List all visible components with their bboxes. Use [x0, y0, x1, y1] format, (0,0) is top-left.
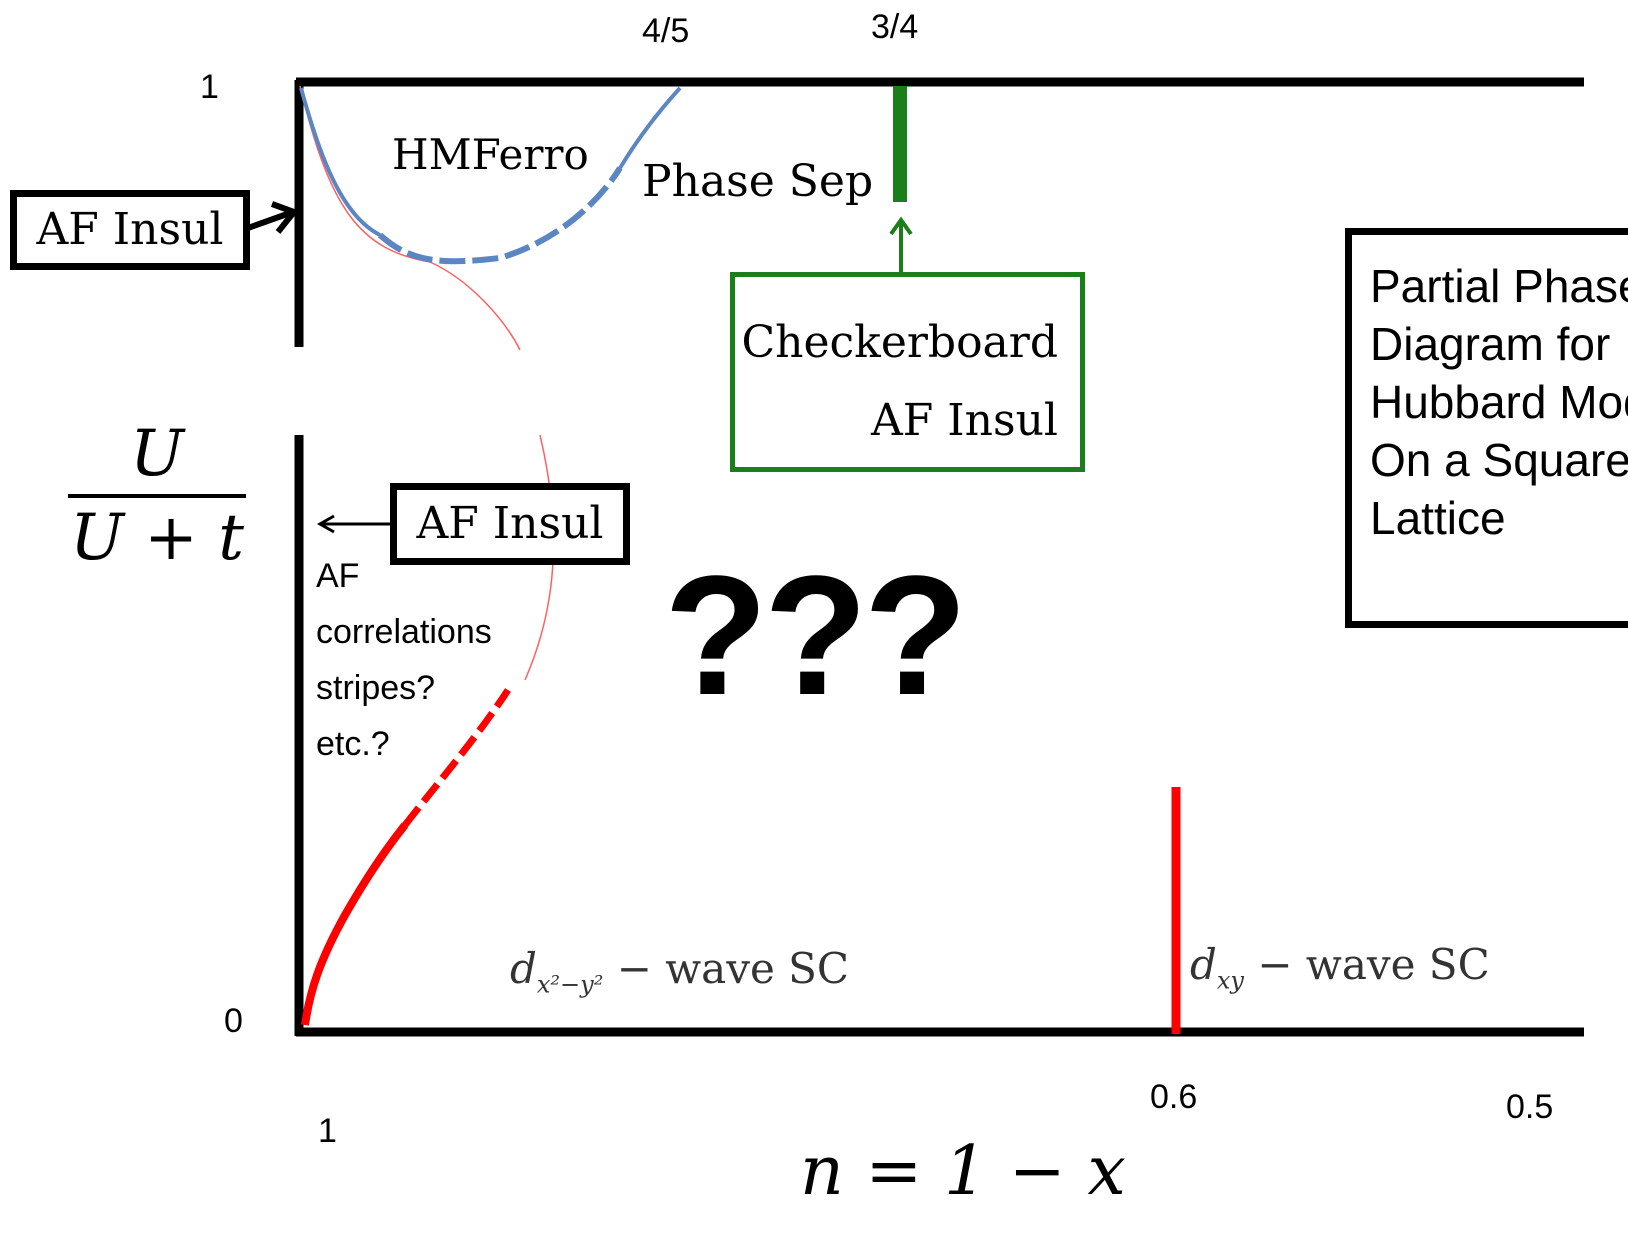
ferro-boundary-dashed [377, 166, 623, 265]
y-axis-fraction-bar [68, 494, 246, 498]
af-corr-line-1: AF [316, 557, 360, 595]
arrow-mid-head [316, 514, 335, 534]
thin-red-boundary-upper [299, 85, 521, 351]
dx2y2-rest: − wave SC [603, 944, 850, 993]
af-corr-line-4: etc.? [316, 725, 390, 763]
phase-sep-label: Phase Sep [642, 156, 874, 207]
checkerboard-line2: AF Insul [871, 395, 1058, 446]
dx2y2-sc-label: dx²−y² − wave SC [510, 944, 849, 998]
af-correlations-note: AF correlations stripes? etc.? [316, 548, 492, 772]
title-line-3: Hubbard Model [1370, 376, 1628, 428]
tick-four-fifths: 4/5 [642, 12, 690, 50]
title-line-1: Partial Phase [1370, 260, 1628, 312]
af-insul-left-label: AF Insul [36, 204, 224, 255]
arrow-left-shaft [246, 210, 292, 231]
y-axis-numerator: U [130, 417, 184, 491]
ferro-boundary-solid [299, 87, 381, 237]
title-line-2: Diagram for [1370, 318, 1611, 370]
tick-x-half: 0.5 [1506, 1088, 1554, 1126]
y-axis-label: U U + t [62, 422, 252, 570]
dxy-rest: − wave SC [1243, 940, 1490, 989]
checkerboard-line1: Checkerboard [741, 317, 1058, 368]
dx2y2-d: d [510, 944, 537, 993]
sc-boundary-solid [301, 822, 409, 1026]
arrow-checker-head [889, 216, 913, 236]
af-corr-line-2: correlations [316, 613, 492, 651]
tick-three-quarters: 3/4 [871, 8, 919, 46]
y-axis-denominator: U + t [70, 501, 244, 575]
checkerboard-box: Checkerboard AF Insul [730, 272, 1085, 472]
af-insul-mid-box: AF Insul [390, 483, 630, 565]
dx2y2-sub: x²−y² [536, 970, 604, 999]
dxy-d: d [1190, 940, 1217, 989]
unknown-label: ??? [664, 541, 968, 731]
tick-y-one: 1 [200, 68, 219, 106]
x-axis-label: n = 1 − x [800, 1132, 1126, 1211]
af-corr-line-3: stripes? [316, 669, 436, 707]
sc-boundary-dashed [402, 688, 511, 828]
tick-x-one: 1 [318, 1112, 337, 1150]
title-box: Partial Phase Diagram for Hubbard Model … [1345, 228, 1628, 628]
dxy-sub: xy [1216, 966, 1244, 995]
arrow-left-head [270, 201, 299, 234]
hm-ferro-label: HMFerro [392, 130, 589, 179]
title-line-5: Lattice [1370, 492, 1506, 544]
tick-x-point6: 0.6 [1150, 1078, 1198, 1116]
title-line-4: On a Square [1370, 434, 1628, 486]
tick-y-zero: 0 [224, 1002, 243, 1040]
af-insul-left-box: AF Insul [10, 190, 250, 270]
dxy-sc-label: dxy − wave SC [1190, 940, 1490, 994]
af-insul-mid-label: AF Insul [416, 498, 604, 549]
ferro-boundary-solid-right [618, 86, 682, 170]
